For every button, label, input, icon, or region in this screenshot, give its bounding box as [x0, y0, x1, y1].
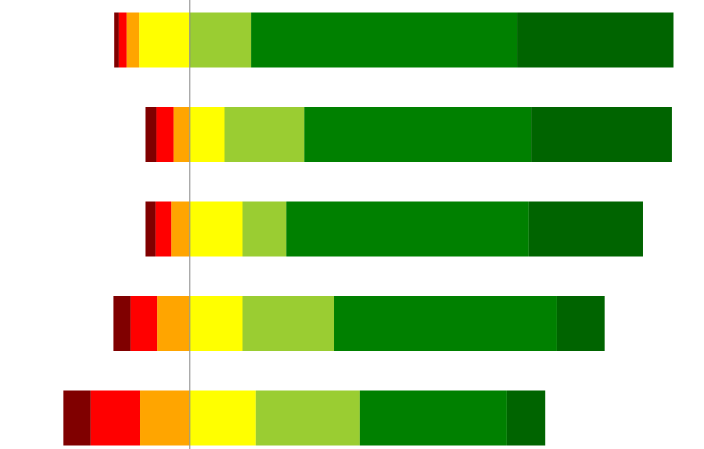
bar-segment-row2-series7	[531, 107, 672, 162]
bar-segment-row2-series4	[189, 107, 225, 162]
bar-segment-row2-series2	[156, 107, 174, 162]
bar-segment-row2-series1	[145, 107, 157, 162]
bar-segment-row4-series3	[157, 296, 190, 351]
bar-segment-row3-series3	[171, 201, 190, 257]
bar-segment-row1-series6	[251, 12, 518, 68]
bar-segment-row5-series7	[506, 390, 546, 446]
bar-segment-row3-series7	[528, 201, 643, 257]
bar-segment-row5-series4	[189, 390, 256, 446]
bar-segment-row1-series1	[114, 12, 119, 68]
bar-segment-row3-series4	[189, 201, 243, 257]
bar-segment-row2-series3	[173, 107, 190, 162]
bar-segment-row3-series2	[155, 201, 172, 257]
bar-segment-row1-series4	[139, 12, 190, 68]
bar-segment-row4-series5	[242, 296, 335, 351]
bar-segment-row4-series6	[334, 296, 557, 351]
bars-layer	[63, 12, 674, 446]
bar-segment-row5-series3	[140, 390, 190, 446]
bar-segment-row3-series1	[145, 201, 156, 257]
bar-segment-row4-series2	[130, 296, 158, 351]
bar-segment-row1-series7	[517, 12, 674, 68]
bar-segment-row4-series7	[556, 296, 605, 351]
bar-segment-row5-series6	[359, 390, 507, 446]
bar-segment-row1-series5	[189, 12, 252, 68]
bar-segment-row2-series6	[304, 107, 532, 162]
bar-segment-row4-series1	[113, 296, 131, 351]
bar-segment-row3-series6	[286, 201, 529, 257]
bar-segment-row4-series4	[189, 296, 243, 351]
bar-segment-row5-series1	[63, 390, 91, 446]
bar-segment-row3-series5	[242, 201, 287, 257]
bar-segment-row1-series3	[126, 12, 140, 68]
bar-segment-row1-series2	[118, 12, 127, 68]
bar-segment-row5-series5	[255, 390, 360, 446]
bar-segment-row2-series5	[224, 107, 305, 162]
bar-segment-row5-series2	[90, 390, 141, 446]
